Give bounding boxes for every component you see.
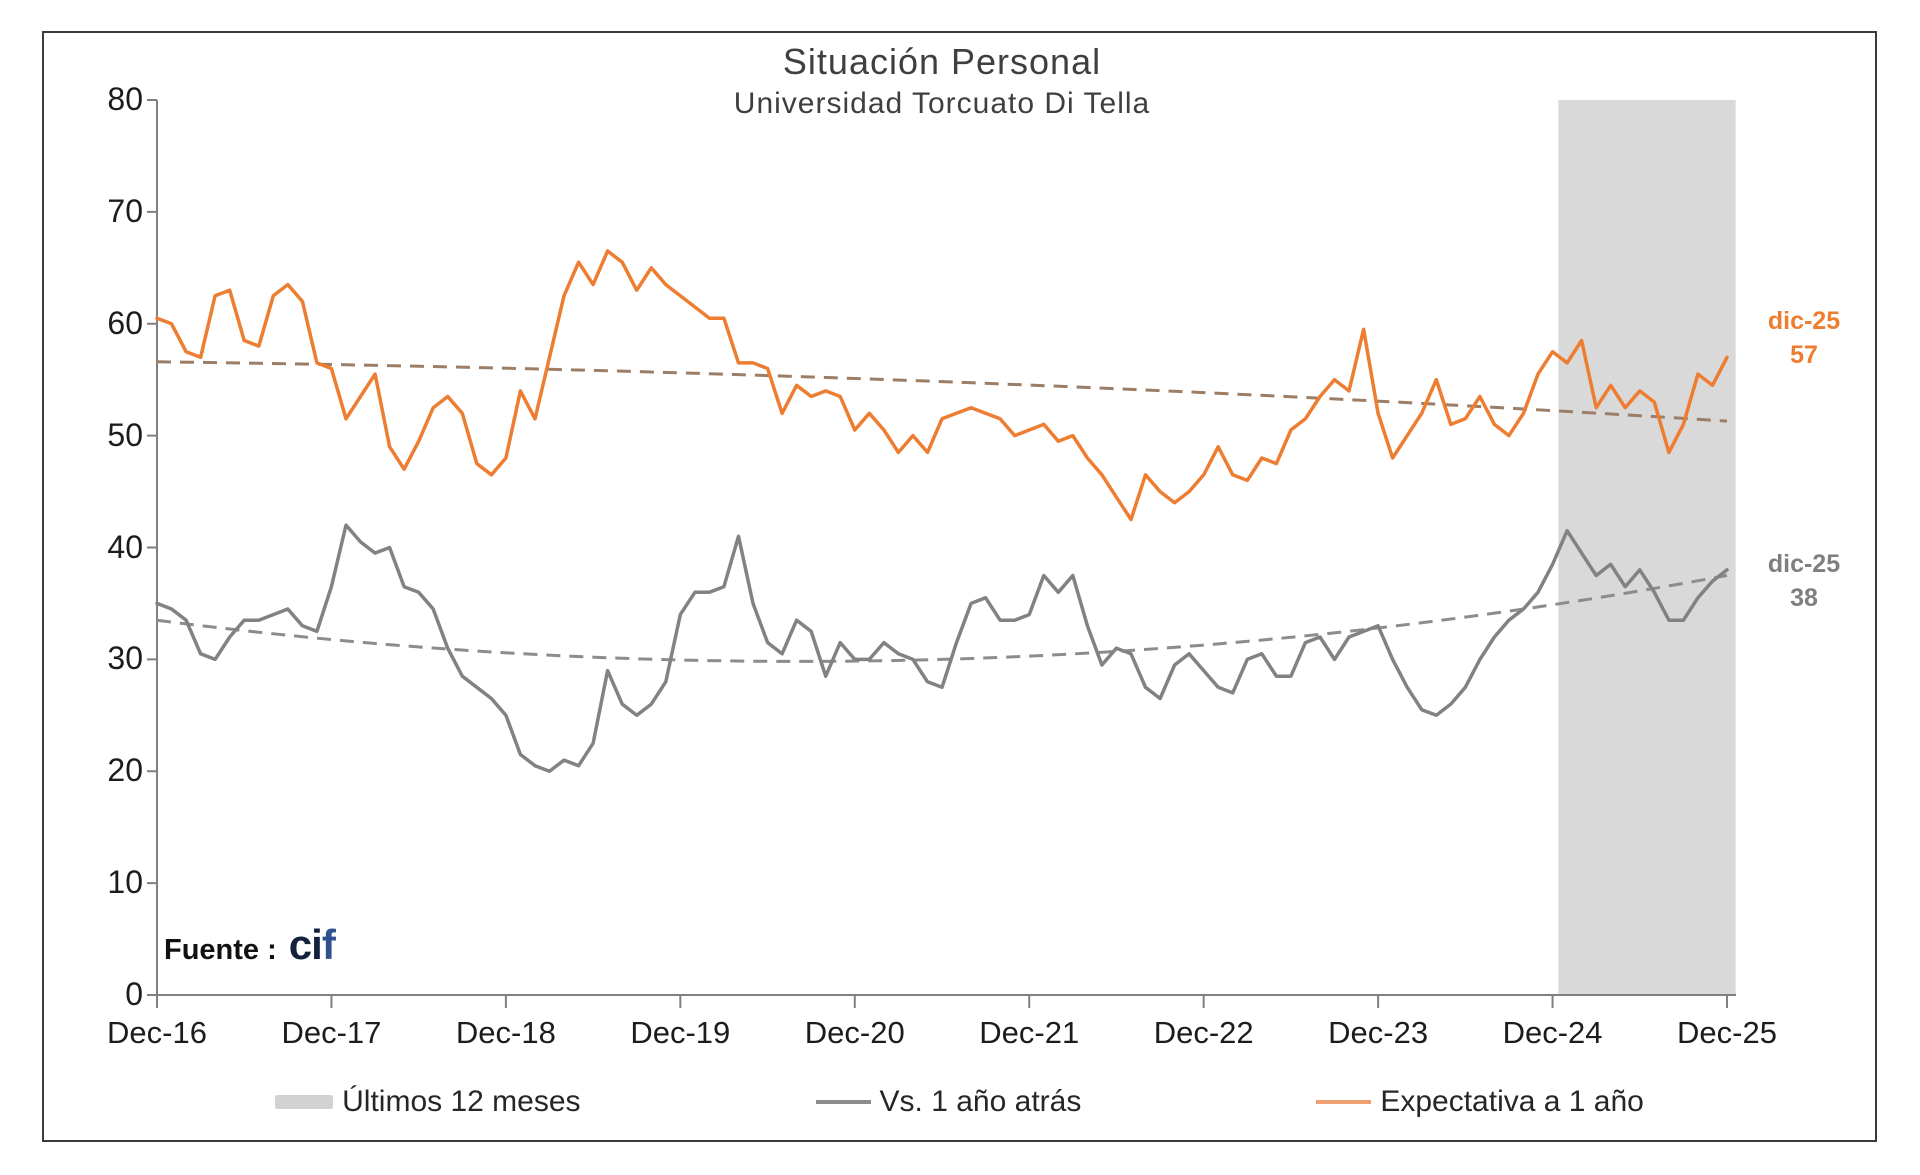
trendline-expectativa	[156, 360, 1728, 423]
title-block: Situación Personal Universidad Torcuato …	[157, 41, 1727, 121]
y-axis-label-60: 60	[107, 304, 143, 341]
end-label-expectativa-value: 57	[1790, 341, 1818, 370]
x-axis-label-dec-21: Dec-21	[979, 1015, 1080, 1050]
cif-logo-f: f	[321, 921, 336, 968]
chart-title: Situación Personal	[782, 41, 1102, 82]
y-axis-label-50: 50	[107, 416, 143, 453]
legend-item-expectativa: Expectativa a 1 año	[1316, 1085, 1644, 1119]
legend-band-swatch	[275, 1095, 334, 1109]
legend-line-swatch-orange	[1316, 1100, 1372, 1104]
legend-label-expectativa: Expectativa a 1 año	[1380, 1085, 1644, 1118]
x-axis-label-dec-18: Dec-18	[455, 1015, 556, 1050]
legend-line-swatch-gray	[815, 1100, 871, 1104]
x-axis-label-dec-24: Dec-24	[1502, 1015, 1603, 1050]
end-label-vs-1-ano-date: dic-25	[1767, 549, 1841, 578]
chart-figure: Situación Personal Universidad Torcuato …	[42, 31, 1877, 1142]
end-label-expectativa-date: dic-25	[1767, 307, 1841, 336]
series-line-expectativa-a-1-ano	[155, 249, 1729, 522]
x-axis-label-dec-19: Dec-19	[630, 1015, 731, 1050]
source-prefix: Fuente :	[164, 934, 277, 966]
chart-subtitle: Universidad Torcuato Di Tella	[733, 87, 1151, 120]
y-axis-label-80: 80	[107, 81, 143, 117]
y-axis-label-0: 0	[125, 976, 143, 1012]
y-axis-label-30: 30	[107, 640, 143, 677]
cif-logo: cif	[288, 921, 336, 969]
source-note: Fuente : cif	[164, 921, 336, 969]
legend-label-ultimos-12-meses: Últimos 12 meses	[342, 1085, 581, 1118]
x-axis-label-dec-25: Dec-25	[1677, 1015, 1777, 1050]
legend-item-ultimos-12-meses: Últimos 12 meses	[275, 1085, 581, 1119]
end-label-expectativa: dic-25 57	[1739, 305, 1869, 373]
legend-label-vs-1-ano: Vs. 1 año atrás	[879, 1085, 1082, 1118]
x-axis-label-dec-16: Dec-16	[107, 1015, 207, 1050]
y-axis-label-40: 40	[107, 528, 143, 565]
end-label-vs-1-ano-value: 38	[1790, 583, 1818, 612]
end-label-vs-1-ano: dic-25 38	[1739, 548, 1869, 616]
shaded-region-ultimos-12-meses	[1558, 100, 1736, 995]
series-line-vs-1-ano-atras	[155, 523, 1729, 774]
y-axis-label-10: 10	[107, 864, 143, 901]
x-axis-label-dec-23: Dec-23	[1328, 1015, 1429, 1050]
x-axis-label-dec-20: Dec-20	[804, 1015, 905, 1050]
y-axis-label-70: 70	[107, 192, 143, 229]
x-axis-label-dec-22: Dec-22	[1153, 1015, 1254, 1050]
legend: Últimos 12 meses Vs. 1 año atrás Expecta…	[44, 1085, 1875, 1119]
chart-plot-area	[147, 99, 1736, 1008]
cif-logo-ci: ci	[288, 921, 323, 968]
x-axis-label-dec-17: Dec-17	[281, 1015, 382, 1050]
y-axis-label-20: 20	[107, 752, 143, 789]
trendline-vs-1-ano	[156, 573, 1728, 663]
legend-item-vs-1-ano: Vs. 1 año atrás	[815, 1085, 1082, 1119]
